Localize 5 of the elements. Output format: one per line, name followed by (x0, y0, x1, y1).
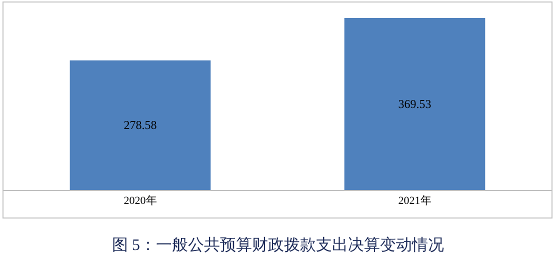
x-tick-label: 2021年 (398, 195, 432, 208)
data-label: 278.58 (124, 118, 157, 132)
text: 图 5：一般公共预算财政拨款支出决算变动情况 (112, 236, 444, 254)
x-tick-label: 2020年 (124, 195, 157, 208)
data-label: 369.53 (398, 97, 432, 111)
